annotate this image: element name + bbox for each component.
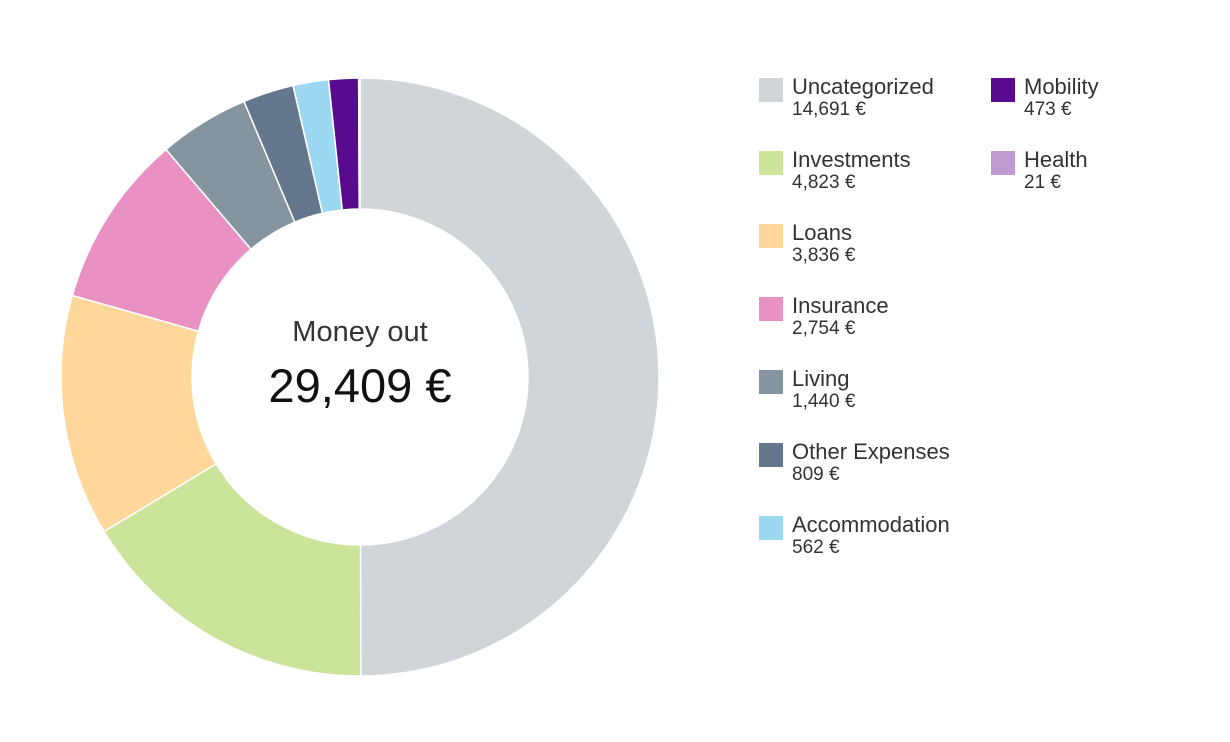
legend-swatch <box>759 297 783 321</box>
donut-slice-uncategorized[interactable] <box>359 77 660 677</box>
legend-value: 2,754 € <box>792 318 856 339</box>
legend-item-investments[interactable]: Investments 4,823 € <box>759 147 979 203</box>
donut-chart-svg <box>60 77 660 677</box>
legend-item-uncategorized[interactable]: Uncategorized 14,691 € <box>759 74 979 130</box>
legend-label: Insurance <box>792 293 889 318</box>
donut-slice-investments[interactable] <box>103 462 362 677</box>
legend-value: 21 € <box>1024 172 1061 193</box>
legend-item-loans[interactable]: Loans 3,836 € <box>759 220 979 276</box>
legend-value: 14,691 € <box>792 99 866 120</box>
legend-label: Other Expenses <box>792 439 950 464</box>
chart-legend: Uncategorized 14,691 € Investments 4,823 € L… <box>759 74 1199 594</box>
legend-item-accommodation[interactable]: Accommodation 562 € <box>759 512 979 568</box>
legend-value: 4,823 € <box>792 172 856 193</box>
legend-swatch <box>759 443 783 467</box>
legend-item-living[interactable]: Living 1,440 € <box>759 366 979 422</box>
legend-swatch <box>759 151 783 175</box>
legend-value: 3,836 € <box>792 245 856 266</box>
legend-label: Investments <box>792 147 911 172</box>
legend-swatch <box>759 78 783 102</box>
donut-center-total: 29,409 € <box>268 359 452 412</box>
legend-value: 473 € <box>1024 99 1072 120</box>
legend-swatch <box>759 516 783 540</box>
legend-label: Health <box>1024 147 1088 172</box>
legend-label: Living <box>792 366 850 391</box>
donut-slice-health[interactable] <box>357 77 361 210</box>
legend-value: 562 € <box>792 537 840 558</box>
legend-label: Uncategorized <box>792 74 934 99</box>
donut-center-title: Money out <box>292 316 428 348</box>
legend-item-other-expenses[interactable]: Other Expenses 809 € <box>759 439 979 495</box>
legend-label: Loans <box>792 220 852 245</box>
legend-swatch <box>759 370 783 394</box>
legend-item-insurance[interactable]: Insurance 2,754 € <box>759 293 979 349</box>
legend-value: 1,440 € <box>792 391 856 412</box>
legend-item-mobility[interactable]: Mobility 473 € <box>991 74 1211 130</box>
legend-item-health[interactable]: Health 21 € <box>991 147 1211 203</box>
legend-swatch <box>991 151 1015 175</box>
legend-swatch <box>991 78 1015 102</box>
legend-label: Accommodation <box>792 512 950 537</box>
donut-slice-loans[interactable] <box>60 294 218 533</box>
legend-value: 809 € <box>792 464 840 485</box>
legend-swatch <box>759 224 783 248</box>
legend-label: Mobility <box>1024 74 1099 99</box>
